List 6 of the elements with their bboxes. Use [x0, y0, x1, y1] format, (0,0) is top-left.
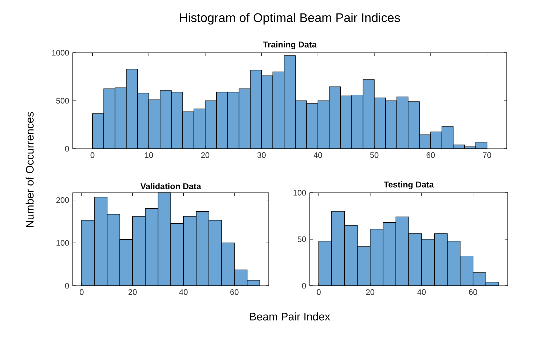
x-axis-title: Beam Pair Index: [250, 312, 330, 321]
chart-title: Histogram of Optimal Beam Pair Indices: [180, 13, 400, 25]
chart-title: Validation Data: [140, 183, 202, 190]
chart-subtitle: Training Data: [263, 42, 317, 50]
chart-title: Testing Data: [384, 182, 434, 190]
y-axis-title: Number of Occurrences: [26, 112, 34, 228]
